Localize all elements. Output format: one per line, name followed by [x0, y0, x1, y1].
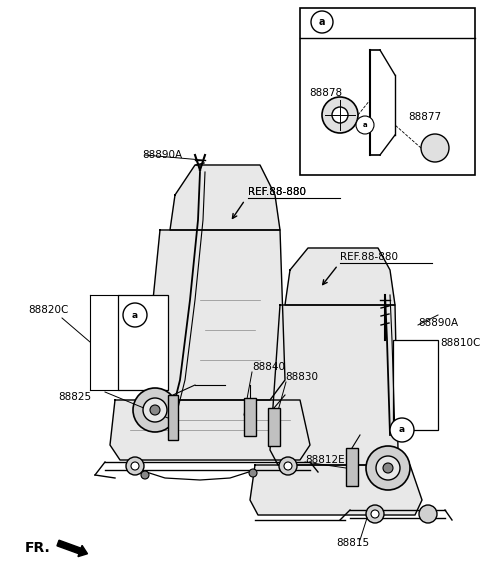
Text: 88890A: 88890A: [418, 318, 458, 328]
Bar: [300, 8, 475, 175]
Circle shape: [143, 398, 167, 422]
FancyArrow shape: [57, 540, 87, 557]
Circle shape: [419, 505, 437, 523]
Text: 88815: 88815: [336, 538, 370, 548]
Text: a: a: [399, 425, 405, 435]
Polygon shape: [250, 465, 422, 515]
Circle shape: [141, 471, 149, 479]
Text: 88820C: 88820C: [28, 305, 68, 315]
Text: REF.88-880: REF.88-880: [248, 187, 306, 197]
Circle shape: [150, 405, 160, 415]
Circle shape: [284, 462, 292, 470]
Circle shape: [356, 116, 374, 134]
Text: 88825: 88825: [58, 392, 91, 402]
Polygon shape: [145, 230, 285, 400]
Bar: [118, 295, 168, 390]
Bar: [244, 398, 256, 436]
Text: 88812E: 88812E: [305, 455, 345, 465]
Text: 88840: 88840: [252, 362, 285, 372]
Text: REF.88-880: REF.88-880: [340, 252, 398, 262]
Text: 88890A: 88890A: [142, 150, 182, 160]
Circle shape: [366, 505, 384, 523]
Circle shape: [383, 463, 393, 473]
Circle shape: [366, 446, 410, 490]
Circle shape: [133, 388, 177, 432]
Text: a: a: [363, 122, 367, 128]
Circle shape: [332, 107, 348, 123]
Text: FR.: FR.: [25, 541, 51, 555]
Text: 88878: 88878: [309, 88, 342, 98]
Circle shape: [311, 11, 333, 33]
Bar: [346, 448, 358, 486]
Text: 88877: 88877: [408, 112, 441, 122]
Polygon shape: [110, 400, 310, 460]
Circle shape: [322, 97, 358, 133]
Text: 88810C: 88810C: [440, 338, 480, 348]
Circle shape: [279, 457, 297, 475]
Bar: [168, 395, 178, 440]
Polygon shape: [170, 165, 280, 230]
Polygon shape: [285, 248, 395, 305]
Text: a: a: [319, 17, 325, 27]
Circle shape: [390, 418, 414, 442]
Circle shape: [131, 462, 139, 470]
Polygon shape: [270, 305, 398, 465]
Circle shape: [126, 457, 144, 475]
Circle shape: [421, 134, 449, 162]
Text: 88830: 88830: [285, 372, 318, 382]
Bar: [393, 340, 438, 430]
Circle shape: [123, 303, 147, 327]
Circle shape: [376, 456, 400, 480]
Circle shape: [249, 469, 257, 477]
Text: REF.88-880: REF.88-880: [248, 187, 306, 197]
Text: a: a: [132, 311, 138, 320]
Circle shape: [371, 510, 379, 518]
Bar: [268, 408, 280, 446]
